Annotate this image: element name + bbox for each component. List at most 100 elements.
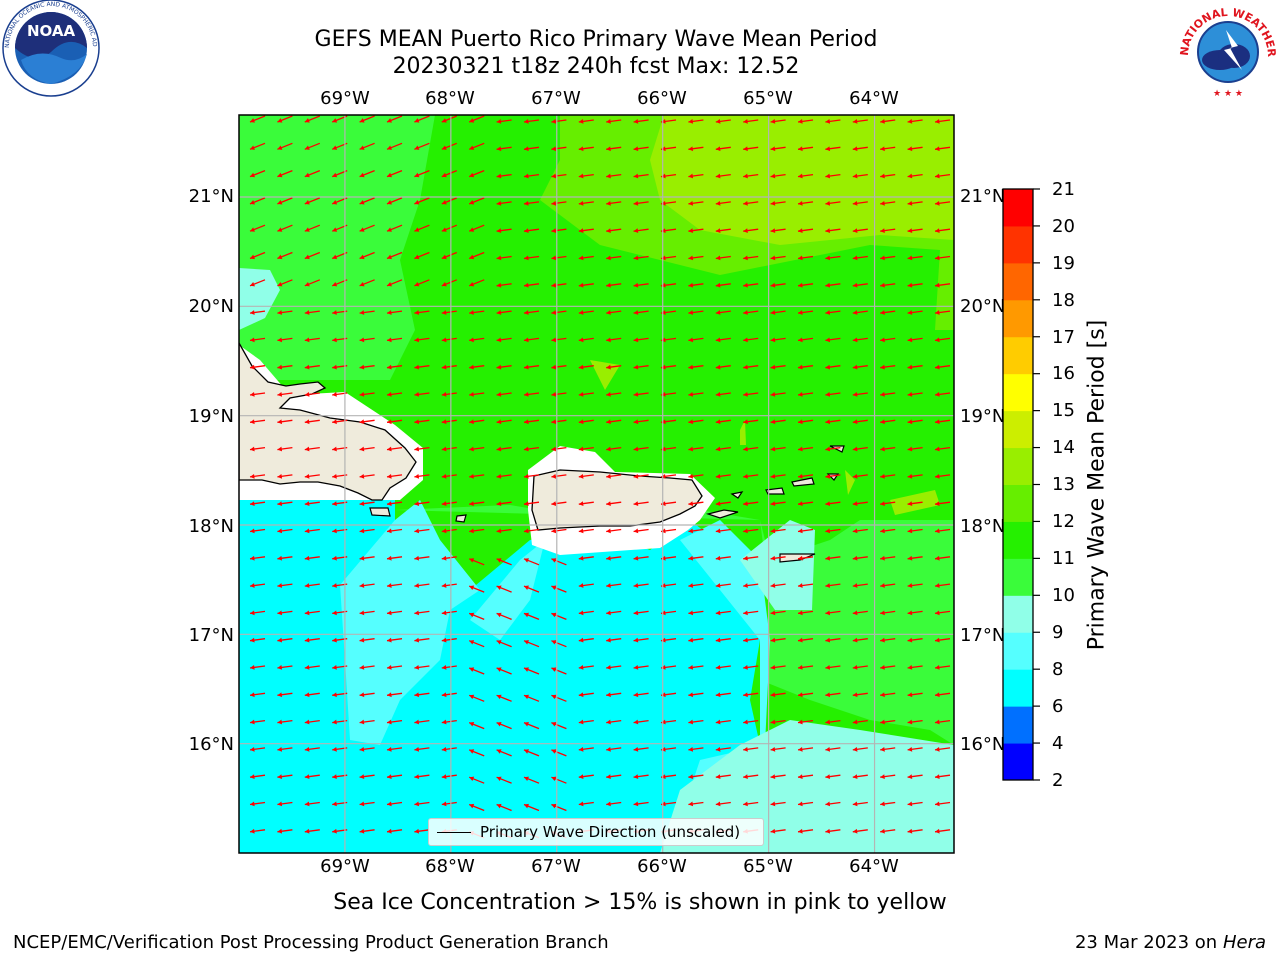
wave-arrow-head: [606, 146, 611, 152]
wave-arrow-head: [852, 173, 858, 179]
wave-arrow-head: [304, 555, 310, 561]
wave-arrow-head: [469, 694, 475, 700]
legend-label: Primary Wave Direction (unscaled): [480, 823, 741, 841]
wave-arrow-head: [359, 555, 365, 561]
wave-arrow-head: [743, 337, 748, 343]
wave-arrow-head: [743, 228, 748, 233]
wave-arrow-head: [441, 254, 447, 260]
footer-credit: NCEP/EMC/Verification Post Processing Pr…: [13, 932, 609, 953]
wave-arrow-head: [578, 146, 584, 152]
wave-arrow-head: [332, 637, 337, 643]
wave-arrow-head: [277, 746, 283, 752]
wave-arrow-head: [880, 228, 885, 233]
wave-arrow-head: [935, 419, 940, 425]
wave-arrow-head: [907, 555, 913, 561]
wave-arrow-head: [770, 665, 776, 670]
wave-arrow-head: [578, 692, 584, 698]
chart-title: GEFS MEAN Puerto Rico Primary Wave Mean …: [314, 27, 878, 52]
colorbar-segment: [1003, 706, 1033, 744]
wave-arrow-head: [935, 637, 940, 643]
wave-arrow-head: [414, 473, 420, 479]
wave-arrow-head: [332, 501, 337, 506]
wave-arrow-head: [633, 200, 639, 206]
wave-arrow-head: [606, 446, 611, 452]
wave-arrow-head: [880, 282, 885, 288]
wave-arrow-head: [606, 364, 611, 370]
wave-arrow-head: [332, 145, 338, 150]
wave-arrow-head: [359, 118, 365, 123]
wave-arrow-head: [715, 392, 721, 397]
wave-arrow-head: [798, 555, 803, 561]
wave-arrow-head: [907, 665, 913, 670]
wave-arrow-head: [907, 446, 913, 452]
wave-arrow-head: [798, 637, 803, 643]
wave-arrow-head: [770, 692, 776, 698]
wave-arrow-head: [798, 801, 803, 807]
wave-arrow-head: [770, 200, 776, 206]
wave-arrow-head: [414, 774, 420, 779]
wave-arrow-head: [661, 146, 666, 152]
wave-arrow-head: [825, 200, 831, 206]
wave-arrow-head: [825, 501, 831, 506]
wave-arrow-head: [770, 637, 776, 643]
wave-arrow-head: [661, 337, 666, 343]
hispaniola-land: [239, 341, 417, 501]
wave-arrow-head: [852, 583, 858, 588]
wave-arrow-head: [852, 146, 858, 152]
colorbar-segment: [1003, 558, 1033, 596]
wave-arrow-head: [688, 364, 694, 370]
wave-arrow-head: [551, 585, 557, 590]
wave-arrow-head: [880, 801, 885, 807]
wave-arrow-head: [551, 419, 557, 425]
wave-arrow-head: [524, 667, 529, 672]
wave-arrow-head: [441, 392, 447, 397]
wave-arrow-head: [825, 692, 831, 698]
wave-arrow-head: [496, 749, 502, 754]
wave-arrow-head: [661, 746, 666, 752]
wave-arrow-head: [469, 392, 474, 397]
wave-arrow-head: [633, 255, 639, 261]
wave-arrow-head: [852, 555, 858, 561]
wave-arrow-head: [770, 828, 776, 834]
wave-arrow-head: [332, 419, 337, 425]
wave-arrow-head: [496, 228, 502, 233]
wave-arrow-head: [250, 637, 255, 643]
wave-arrow-head: [332, 364, 337, 370]
wave-arrow-head: [743, 446, 748, 452]
wave-arrow-head: [304, 528, 310, 534]
colorbar-tick-label: 13: [1052, 474, 1075, 495]
svg-text:NOAA: NOAA: [27, 22, 76, 40]
wave-arrow-head: [935, 555, 940, 561]
wave-arrow-head: [441, 473, 447, 479]
wave-arrow-head: [661, 774, 666, 779]
wave-arrow-head: [798, 282, 803, 288]
wave-arrow-head: [852, 364, 858, 370]
wave-arrow-head: [387, 501, 392, 506]
wave-arrow-head: [743, 746, 748, 752]
colorbar-tick-label: 18: [1052, 290, 1075, 311]
wave-arrow-head: [770, 119, 776, 124]
wave-arrow-head: [304, 828, 310, 834]
wave-arrow-head: [304, 364, 310, 370]
wave-arrow-head: [304, 473, 310, 479]
colorbar: [1003, 189, 1033, 781]
colorbar-segment: [1003, 189, 1033, 227]
lat-tick-right: 19°N: [960, 406, 1006, 427]
wave-arrow-head: [496, 310, 502, 315]
wave-arrow-head: [852, 392, 858, 397]
wave-arrow-head: [250, 200, 255, 205]
wave-arrow-head: [524, 146, 529, 152]
wave-arrow-head: [606, 119, 611, 124]
wave-arrow-head: [578, 228, 584, 233]
wave-arrow-head: [359, 145, 365, 150]
wave-arrow-head: [578, 583, 584, 588]
wave-arrow-head: [524, 501, 529, 506]
wave-arrow-head: [524, 228, 529, 233]
wave-arrow-head: [414, 719, 420, 725]
wave-arrow-head: [907, 419, 913, 425]
wave-arrow-head: [743, 719, 748, 725]
wave-arrow-head: [770, 419, 776, 425]
wave-arrow-head: [578, 473, 584, 479]
wave-arrow-head: [524, 310, 529, 315]
wave-arrow-head: [496, 392, 502, 397]
